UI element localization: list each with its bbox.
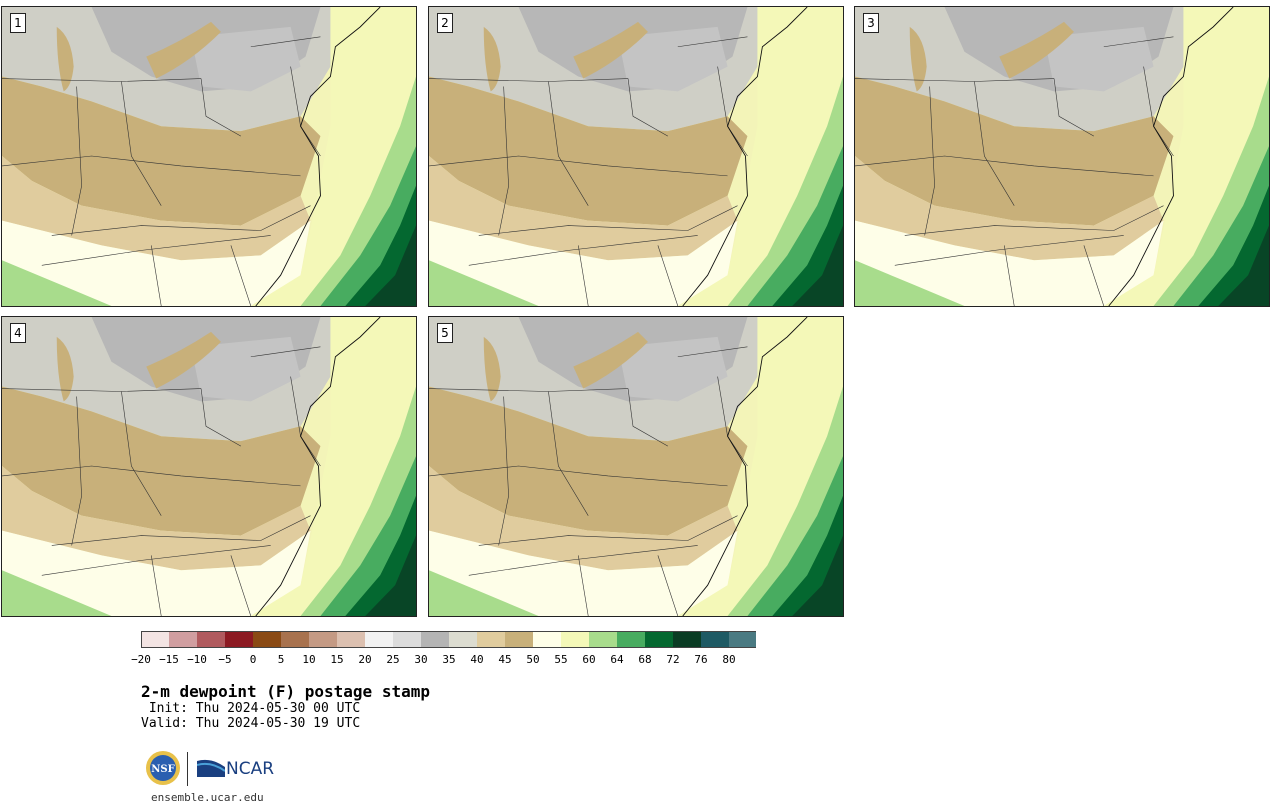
- colorbar-tick-label: 80: [722, 653, 736, 666]
- colorbar-segment: [477, 631, 505, 648]
- colorbar-segment: [197, 631, 225, 648]
- colorbar-tick-label: 45: [498, 653, 512, 666]
- panel-number: 1: [10, 13, 26, 33]
- colorbar-ticks: −20 −15 −10 −5 0 5 10 15 20 25 30 35 40 45 50 55 60 64 68 7…: [0, 653, 900, 667]
- nsf-logo-icon: NSF: [146, 751, 180, 785]
- ncar-logo-text: NCAR: [226, 759, 275, 779]
- colorbar-tick-label: 60: [582, 653, 596, 666]
- colorbar-tick-label: −5: [218, 653, 232, 666]
- dewpoint-map-3: [855, 7, 1269, 306]
- panel-number: 5: [437, 323, 453, 343]
- panel-number: 2: [437, 13, 453, 33]
- colorbar-segment: [309, 631, 337, 648]
- colorbar-segment: [337, 631, 365, 648]
- colorbar-tick-label: 76: [694, 653, 708, 666]
- colorbar-tick-label: 0: [249, 653, 257, 666]
- colorbar-segment: [533, 631, 561, 648]
- site-url: ensemble.ucar.edu: [151, 791, 264, 804]
- colorbar-tick-label: −10: [187, 653, 207, 666]
- panel-number: 4: [10, 323, 26, 343]
- colorbar-tick-label: 55: [554, 653, 568, 666]
- colorbar-tick-label: 5: [277, 653, 285, 666]
- map-panel-5: 5: [428, 316, 844, 617]
- colorbar-tick-label: 72: [666, 653, 680, 666]
- svg-text:NSF: NSF: [151, 764, 174, 775]
- panel-number: 3: [863, 13, 879, 33]
- colorbar-tick-label: 15: [330, 653, 344, 666]
- colorbar-segment: [225, 631, 253, 648]
- colorbar-segment: [561, 631, 589, 648]
- colorbar-tick-label: 64: [610, 653, 624, 666]
- colorbar-tick-label: 20: [358, 653, 372, 666]
- ncar-logo-icon: [197, 759, 225, 777]
- colorbar-segment: [729, 631, 756, 648]
- dewpoint-map-5: [429, 317, 843, 616]
- dewpoint-map-1: [2, 7, 416, 306]
- logo-divider: [187, 752, 188, 786]
- map-panel-1: 1: [1, 6, 417, 307]
- colorbar-tick-label: 10: [302, 653, 316, 666]
- dewpoint-map-4: [2, 317, 416, 616]
- colorbar-segment: [365, 631, 393, 648]
- map-panel-2: 2: [428, 6, 844, 307]
- colorbar-segment: [449, 631, 477, 648]
- colorbar: [141, 631, 756, 648]
- colorbar-tick-label: 30: [414, 653, 428, 666]
- map-panel-3: 3: [854, 6, 1270, 307]
- colorbar-segment: [253, 631, 281, 648]
- colorbar-segment: [141, 631, 169, 648]
- colorbar-tick-label: 25: [386, 653, 400, 666]
- plot-title: 2-m dewpoint (F) postage stamp: [141, 682, 430, 701]
- valid-time: Valid: Thu 2024-05-30 19 UTC: [141, 716, 361, 731]
- colorbar-segment: [617, 631, 645, 648]
- colorbar-segment: [169, 631, 197, 648]
- colorbar-segment: [393, 631, 421, 648]
- colorbar-tick-label: 50: [526, 653, 540, 666]
- colorbar-segment: [281, 631, 309, 648]
- init-time: Init: Thu 2024-05-30 00 UTC: [141, 701, 361, 716]
- colorbar-segment: [701, 631, 729, 648]
- colorbar-border: [141, 631, 756, 648]
- colorbar-segment: [505, 631, 533, 648]
- colorbar-tick-label: −20: [131, 653, 151, 666]
- colorbar-segment: [421, 631, 449, 648]
- colorbar-tick-label: 35: [442, 653, 456, 666]
- colorbar-segment: [589, 631, 617, 648]
- colorbar-tick-label: 68: [638, 653, 652, 666]
- dewpoint-map-2: [429, 7, 843, 306]
- colorbar-tick-label: 40: [470, 653, 484, 666]
- colorbar-segment: [673, 631, 701, 648]
- colorbar-segment: [645, 631, 673, 648]
- colorbar-tick-label: −15: [159, 653, 179, 666]
- map-panel-4: 4: [1, 316, 417, 617]
